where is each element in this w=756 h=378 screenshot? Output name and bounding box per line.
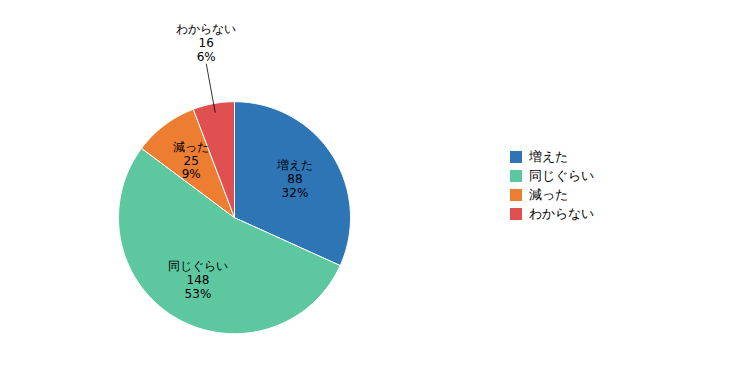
svg-text:わからない166%: わからない166% <box>176 22 236 64</box>
svg-text:同じぐらい14853%: 同じぐらい14853% <box>168 259 228 301</box>
html-text:同じぐらい: 同じぐらい <box>528 167 594 183</box>
html-text:わからない: わからない <box>528 205 594 221</box>
html-text:減った: 減った <box>528 186 568 202</box>
svg-text:増えた8832%: 増えた8832% <box>276 158 313 200</box>
svg-text:減った259%: 減った259% <box>173 140 209 182</box>
html-text:増えた: 増えた <box>528 148 568 164</box>
